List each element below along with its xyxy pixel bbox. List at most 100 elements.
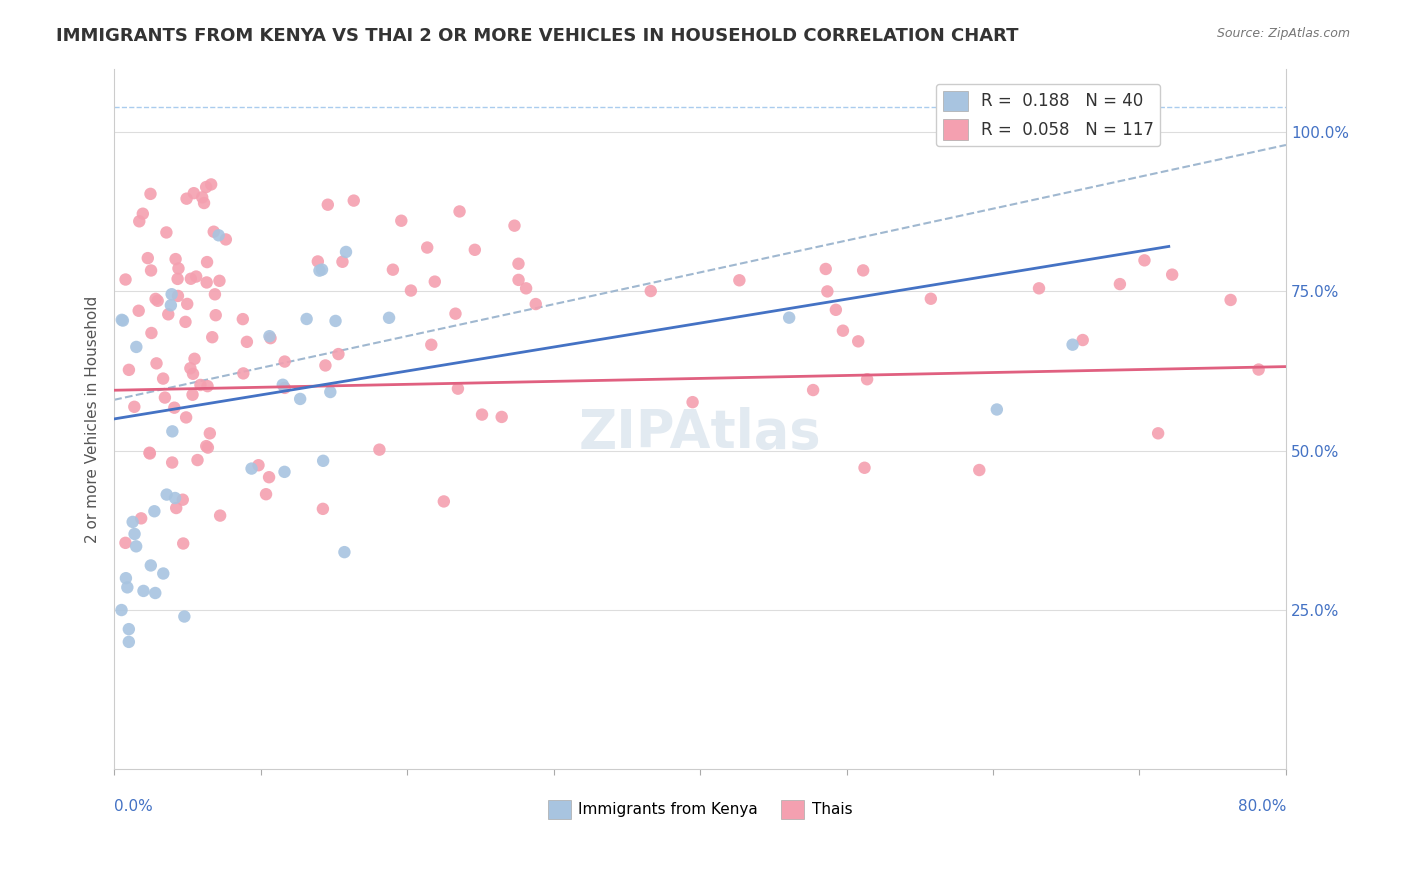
Point: [160, 298, 183, 312]
Point: [986, 402, 1008, 417]
Point: [464, 243, 486, 257]
Point: [155, 226, 177, 240]
Point: [208, 228, 231, 243]
Point: [271, 377, 294, 392]
Point: [153, 391, 176, 405]
Point: [423, 275, 446, 289]
Point: [118, 363, 141, 377]
Point: [167, 289, 190, 303]
Point: [503, 219, 526, 233]
Point: [856, 372, 879, 386]
Point: [420, 338, 443, 352]
Point: [1219, 293, 1241, 307]
Point: [181, 367, 204, 381]
Point: [198, 426, 221, 441]
Point: [186, 269, 208, 284]
Point: [969, 463, 991, 477]
Point: [204, 308, 226, 322]
Point: [815, 285, 838, 299]
Point: [232, 312, 254, 326]
Point: [378, 310, 401, 325]
Point: [110, 603, 132, 617]
Point: [139, 558, 162, 573]
Point: [174, 410, 197, 425]
Point: [316, 197, 339, 211]
Point: [254, 487, 277, 501]
Point: [273, 465, 295, 479]
Point: [307, 254, 329, 268]
Point: [824, 302, 846, 317]
Point: [195, 180, 218, 194]
Point: [118, 622, 141, 636]
Point: [183, 186, 205, 201]
Point: [200, 178, 222, 192]
Point: [515, 281, 537, 295]
Point: [114, 536, 136, 550]
Point: [1109, 277, 1132, 291]
Point: [195, 276, 218, 290]
Point: [416, 241, 439, 255]
Point: [778, 310, 800, 325]
Point: [197, 441, 219, 455]
Point: [288, 392, 311, 406]
Point: [165, 252, 187, 266]
Point: [209, 508, 232, 523]
Point: [319, 384, 342, 399]
Point: [111, 313, 134, 327]
Point: [1133, 253, 1156, 268]
Point: [138, 446, 160, 460]
Point: [124, 527, 146, 541]
Point: [1161, 268, 1184, 282]
Point: [152, 566, 174, 581]
Point: [165, 501, 187, 516]
Point: [343, 194, 366, 208]
Point: [160, 287, 183, 301]
Point: [335, 244, 357, 259]
Text: 0.0%: 0.0%: [114, 799, 153, 814]
Point: [444, 307, 467, 321]
Point: [240, 461, 263, 475]
Point: [640, 284, 662, 298]
Point: [814, 262, 837, 277]
Point: [308, 263, 330, 277]
Point: [141, 326, 163, 340]
Point: [257, 470, 280, 484]
Point: [176, 297, 198, 311]
Point: [125, 340, 148, 354]
Point: [197, 379, 219, 393]
Point: [328, 347, 350, 361]
Point: [172, 492, 194, 507]
Point: [1071, 333, 1094, 347]
Point: [1247, 362, 1270, 376]
Point: [247, 458, 270, 473]
Legend: Immigrants from Kenya, Thais: Immigrants from Kenya, Thais: [541, 794, 859, 825]
Point: [115, 571, 138, 585]
Text: 80.0%: 80.0%: [1237, 799, 1286, 814]
Point: [433, 494, 456, 508]
Point: [156, 487, 179, 501]
Point: [163, 401, 186, 415]
Point: [728, 273, 751, 287]
Point: [325, 314, 347, 328]
Point: [333, 545, 356, 559]
Point: [273, 354, 295, 368]
Point: [259, 331, 281, 345]
Point: [314, 359, 336, 373]
Point: [124, 400, 146, 414]
Point: [111, 313, 134, 327]
Point: [128, 214, 150, 228]
Point: [114, 272, 136, 286]
Point: [193, 196, 215, 211]
Point: [920, 292, 942, 306]
Point: [232, 367, 254, 381]
Point: [471, 408, 494, 422]
Point: [1147, 426, 1170, 441]
Point: [121, 515, 143, 529]
Point: [682, 395, 704, 409]
Point: [312, 454, 335, 468]
Point: [162, 425, 184, 439]
Point: [157, 307, 180, 321]
Point: [145, 292, 167, 306]
Point: [191, 190, 214, 204]
Point: [165, 491, 187, 505]
